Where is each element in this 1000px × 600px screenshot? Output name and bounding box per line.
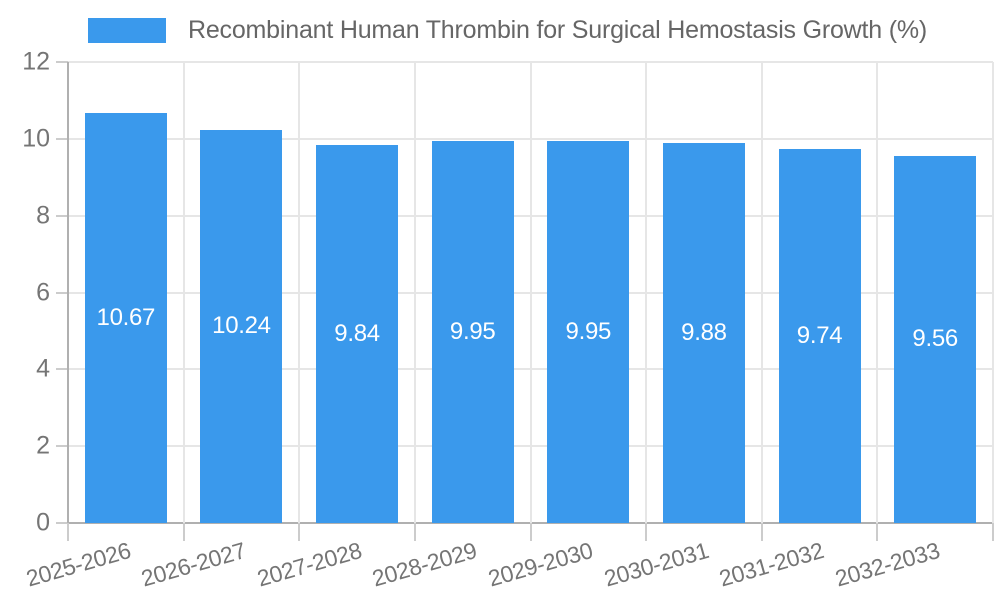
y-tick-mark: [56, 522, 68, 524]
legend-label: Recombinant Human Thrombin for Surgical …: [188, 16, 927, 44]
x-gridline: [876, 62, 879, 523]
x-axis-tick-label: 2025-2026: [22, 537, 133, 592]
y-axis-tick-label: 8: [36, 201, 50, 230]
y-tick-mark: [56, 137, 68, 140]
x-tick-mark: [413, 523, 416, 541]
legend-swatch: [88, 18, 166, 43]
x-tick-mark: [760, 523, 763, 541]
y-axis-tick-label: 10: [22, 124, 50, 153]
x-gridline: [529, 62, 532, 523]
bar: [778, 148, 861, 523]
y-tick-mark: [56, 445, 68, 448]
x-gridline: [413, 62, 416, 523]
bar-value-label: 9.56: [912, 325, 958, 353]
x-tick-mark: [182, 523, 185, 541]
y-tick-mark: [56, 61, 68, 63]
x-axis-tick-label: 2029-2030: [485, 537, 596, 592]
x-tick-mark: [992, 523, 994, 541]
bar-value-label: 10.67: [96, 304, 156, 332]
bar-value-label: 9.84: [334, 319, 380, 347]
bar-value-label: 10.24: [212, 312, 271, 340]
y-axis-tick-label: 2: [36, 431, 50, 460]
bar: [84, 113, 167, 523]
x-tick-mark: [876, 523, 879, 541]
x-tick-mark: [298, 523, 301, 541]
x-axis-tick-label: 2027-2028: [253, 537, 365, 592]
bar: [431, 140, 514, 523]
bar-value-label: 9.95: [565, 317, 612, 345]
y-axis-tick-label: 0: [36, 508, 50, 537]
bar: [316, 144, 399, 523]
y-axis-tick-label: 4: [36, 354, 50, 383]
y-axis-tick-label: 12: [22, 47, 50, 76]
bar: [200, 129, 283, 523]
x-tick-mark: [645, 523, 648, 541]
y-axis-line: [67, 62, 69, 523]
x-axis-tick-label: 2031-2032: [716, 537, 827, 592]
x-tick-mark: [529, 523, 532, 541]
x-gridline: [992, 62, 994, 523]
bar: [662, 143, 745, 523]
bar-value-label: 9.88: [681, 319, 727, 347]
x-gridline: [298, 62, 301, 523]
x-axis-tick-label: 2028-2029: [369, 537, 480, 592]
y-tick-mark: [56, 368, 68, 371]
y-axis-tick-label: 6: [36, 278, 50, 306]
x-tick-mark: [67, 523, 69, 541]
chart-legend[interactable]: Recombinant Human Thrombin for Surgical …: [88, 16, 927, 45]
bar: [894, 155, 977, 523]
y-tick-mark: [56, 214, 68, 217]
bar-value-label: 9.74: [796, 321, 843, 349]
y-tick-mark: [56, 291, 68, 294]
bar: [547, 140, 630, 523]
x-gridline: [645, 62, 648, 523]
x-axis-tick-label: 2030-2031: [600, 537, 712, 592]
x-axis-tick-label: 2026-2027: [138, 537, 249, 592]
x-gridline: [760, 62, 763, 523]
x-gridline: [182, 62, 185, 523]
bar-value-label: 9.95: [449, 317, 496, 345]
x-axis-tick-label: 2032-2033: [832, 537, 943, 592]
